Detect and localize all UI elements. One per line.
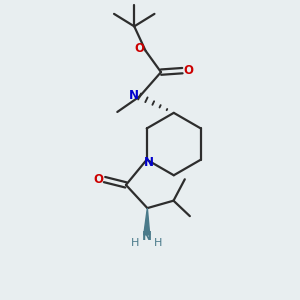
Polygon shape bbox=[144, 208, 150, 235]
Text: O: O bbox=[183, 64, 193, 77]
Text: N: N bbox=[129, 88, 139, 101]
Text: O: O bbox=[135, 42, 145, 55]
Text: N: N bbox=[144, 155, 154, 169]
Text: N: N bbox=[142, 230, 152, 243]
Text: O: O bbox=[93, 173, 103, 186]
Text: H: H bbox=[131, 238, 140, 248]
Text: H: H bbox=[154, 238, 162, 248]
